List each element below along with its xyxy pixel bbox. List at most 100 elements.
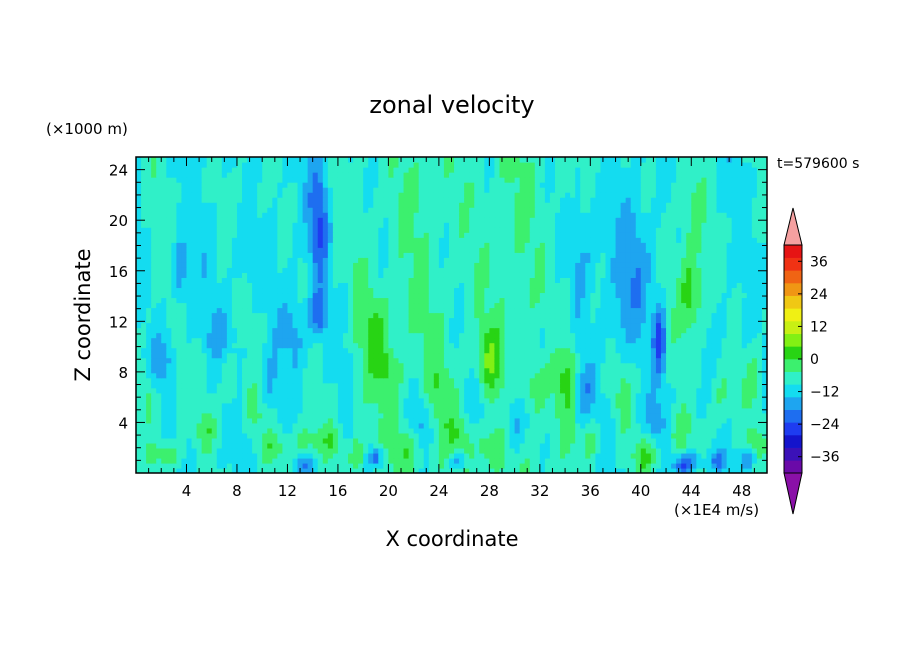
heatmap-cell bbox=[171, 287, 177, 294]
heatmap-cell bbox=[418, 422, 425, 429]
heatmap-cell bbox=[595, 382, 602, 389]
heatmap-cell bbox=[691, 422, 697, 429]
heatmap-cell bbox=[146, 407, 152, 414]
heatmap-cell bbox=[650, 437, 657, 444]
heatmap-cell bbox=[353, 412, 359, 419]
heatmap-cell bbox=[438, 372, 445, 379]
heatmap-cell bbox=[509, 407, 516, 414]
heatmap-cell bbox=[529, 317, 536, 324]
heatmap-cell bbox=[469, 452, 475, 459]
heatmap-cell bbox=[696, 342, 702, 349]
heatmap-cell bbox=[342, 387, 349, 394]
heatmap-cell bbox=[671, 332, 677, 339]
heatmap-cell bbox=[171, 387, 177, 394]
heatmap-cell bbox=[236, 402, 243, 409]
heatmap-cell bbox=[428, 302, 435, 309]
heatmap-cell bbox=[413, 452, 420, 459]
heatmap-cell bbox=[287, 297, 294, 304]
heatmap-cell bbox=[358, 452, 364, 459]
heatmap-cell bbox=[171, 362, 177, 369]
heatmap-cell bbox=[201, 317, 208, 324]
heatmap-cell bbox=[388, 332, 395, 339]
heatmap-cell bbox=[711, 332, 718, 339]
heatmap-cell bbox=[534, 372, 541, 379]
heatmap-cell bbox=[706, 332, 713, 339]
heatmap-cell bbox=[746, 367, 753, 374]
heatmap-cell bbox=[216, 362, 223, 369]
heatmap-cell bbox=[696, 307, 702, 314]
heatmap-cell bbox=[635, 467, 642, 473]
heatmap-cell bbox=[711, 467, 718, 473]
heatmap-cell bbox=[267, 272, 273, 278]
heatmap-cell bbox=[317, 327, 324, 334]
heatmap-cell bbox=[666, 357, 672, 364]
heatmap-cell bbox=[499, 292, 506, 299]
heatmap-cell bbox=[277, 467, 283, 473]
heatmap-cell bbox=[317, 297, 324, 304]
heatmap-cell bbox=[746, 442, 753, 449]
heatmap-cell bbox=[322, 407, 329, 414]
heatmap-cell bbox=[272, 377, 278, 384]
heatmap-cell bbox=[418, 462, 425, 469]
heatmap-cell bbox=[368, 302, 374, 309]
heatmap-cell bbox=[297, 322, 304, 329]
heatmap-cell bbox=[373, 307, 379, 314]
heatmap-cell bbox=[413, 312, 420, 319]
heatmap-cell bbox=[504, 332, 511, 339]
heatmap-cell bbox=[252, 362, 258, 369]
heatmap-cell bbox=[226, 297, 233, 304]
heatmap-cell bbox=[534, 437, 541, 444]
heatmap-cell bbox=[146, 372, 152, 379]
heatmap-cell bbox=[176, 282, 183, 289]
heatmap-cell bbox=[176, 327, 183, 334]
heatmap-cell bbox=[226, 447, 233, 454]
heatmap-cell bbox=[403, 312, 410, 319]
heatmap-cell bbox=[534, 357, 541, 364]
heatmap-cell bbox=[479, 442, 485, 449]
heatmap-cell bbox=[605, 327, 612, 334]
heatmap-cell bbox=[438, 322, 445, 329]
heatmap-cell bbox=[731, 447, 738, 454]
heatmap-cell bbox=[660, 382, 667, 389]
heatmap-cell bbox=[287, 307, 294, 314]
heatmap-cell bbox=[252, 452, 258, 459]
heatmap-cell bbox=[761, 452, 767, 459]
heatmap-cell bbox=[554, 397, 561, 404]
heatmap-cell bbox=[363, 347, 369, 354]
heatmap-cell bbox=[655, 292, 662, 299]
heatmap-cell bbox=[554, 282, 561, 289]
heatmap-cell bbox=[181, 382, 188, 389]
heatmap-cell bbox=[610, 452, 617, 459]
heatmap-cell bbox=[206, 277, 213, 283]
heatmap-cell bbox=[252, 277, 258, 283]
heatmap-cell bbox=[236, 272, 243, 278]
heatmap-cell bbox=[242, 367, 248, 374]
heatmap-cell bbox=[585, 337, 591, 344]
heatmap-cell bbox=[625, 272, 632, 278]
heatmap-cell bbox=[191, 452, 198, 459]
heatmap-cell bbox=[519, 427, 526, 434]
heatmap-cell bbox=[141, 407, 147, 414]
heatmap-cell bbox=[368, 347, 374, 354]
heatmap-cell bbox=[549, 327, 556, 334]
heatmap-cell bbox=[484, 312, 490, 319]
heatmap-cell bbox=[575, 377, 581, 384]
heatmap-cell bbox=[348, 337, 354, 344]
heatmap-cell bbox=[570, 442, 576, 449]
heatmap-cell bbox=[554, 302, 561, 309]
heatmap-cell bbox=[464, 352, 470, 359]
heatmap-cell bbox=[136, 277, 142, 283]
heatmap-cell bbox=[201, 392, 208, 399]
heatmap-cell bbox=[479, 327, 485, 334]
heatmap-cell bbox=[332, 327, 339, 334]
heatmap-cell bbox=[282, 372, 289, 379]
heatmap-cell bbox=[590, 392, 596, 399]
heatmap-cell bbox=[191, 342, 198, 349]
heatmap-cell bbox=[257, 337, 263, 344]
heatmap-cell bbox=[585, 352, 591, 359]
heatmap-cell bbox=[332, 392, 339, 399]
heatmap-cell bbox=[731, 372, 738, 379]
heatmap-cell bbox=[141, 292, 147, 299]
heatmap-cell bbox=[408, 397, 415, 404]
heatmap-cell bbox=[655, 437, 662, 444]
